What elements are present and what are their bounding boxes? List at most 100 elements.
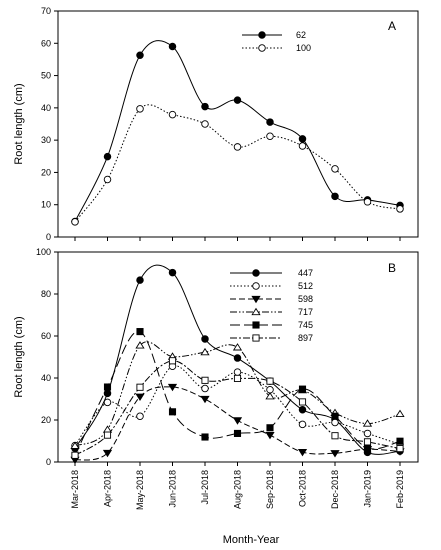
y-tick-label: 70 xyxy=(41,6,51,16)
data-point xyxy=(331,412,339,420)
data-point xyxy=(233,368,242,376)
data-point xyxy=(136,105,144,113)
data-point xyxy=(233,143,242,151)
data-point xyxy=(103,175,112,184)
y-tick-label: 40 xyxy=(41,103,51,113)
series-line xyxy=(74,104,401,223)
x-tick-label: Apr-2018 xyxy=(103,470,113,507)
legend-marker xyxy=(251,295,261,304)
data-point xyxy=(136,276,144,284)
legend-label: 717 xyxy=(298,307,313,317)
x-tick-label: Jan-2019 xyxy=(363,470,373,508)
data-point xyxy=(233,429,242,437)
data-point xyxy=(331,192,339,201)
data-point xyxy=(168,110,177,119)
data-point xyxy=(200,395,210,404)
data-point xyxy=(201,102,209,111)
x-tick-label: Oct-2018 xyxy=(298,470,308,507)
panel-b-chart: 0 20 40 60 80 100 Root length (cm) B Mar-2018 Apr… xyxy=(13,247,419,510)
series-line xyxy=(74,365,401,446)
series-897 xyxy=(71,357,404,459)
data-point xyxy=(168,408,177,416)
x-axis-title: Month-Year xyxy=(223,534,280,546)
data-point xyxy=(396,437,404,445)
legend-marker xyxy=(252,282,260,290)
data-point xyxy=(331,418,339,427)
data-point xyxy=(168,357,177,365)
data-point xyxy=(136,328,144,336)
y-axis-title: Root length (cm) xyxy=(13,316,25,397)
data-point xyxy=(103,152,112,161)
data-point xyxy=(266,118,274,126)
series-line xyxy=(74,40,401,222)
data-point xyxy=(298,385,307,393)
data-point xyxy=(201,433,209,441)
data-point xyxy=(70,441,80,449)
legend-marker xyxy=(252,269,260,277)
x-tick-label: Jul-2018 xyxy=(200,470,210,505)
x-tick-label: Feb-2019 xyxy=(395,470,405,509)
data-point xyxy=(265,432,275,440)
legend-marker xyxy=(252,334,260,342)
data-point xyxy=(167,383,178,392)
data-point xyxy=(135,393,145,401)
data-point xyxy=(266,424,274,432)
data-point xyxy=(265,392,275,400)
series-100 xyxy=(71,104,404,226)
data-point xyxy=(363,438,372,446)
y-tick-label: 40 xyxy=(41,373,51,383)
data-point xyxy=(233,96,242,104)
data-point xyxy=(298,405,307,414)
legend-label: 897 xyxy=(298,333,313,343)
y-tick-label: 60 xyxy=(41,331,51,341)
y-tick-label: 50 xyxy=(41,71,51,81)
data-point xyxy=(363,444,372,452)
data-point xyxy=(102,449,113,458)
data-point xyxy=(395,409,405,418)
data-point xyxy=(396,205,404,213)
series-598 xyxy=(70,383,405,465)
y-tick-label: 100 xyxy=(36,247,51,257)
data-point xyxy=(136,383,144,391)
legend-label: 745 xyxy=(298,320,313,330)
data-point xyxy=(363,198,372,206)
data-point xyxy=(103,398,112,407)
data-point xyxy=(298,398,307,406)
data-point xyxy=(71,451,79,459)
series-line xyxy=(74,331,401,456)
data-point xyxy=(233,374,242,382)
data-point xyxy=(331,165,339,173)
data-point xyxy=(71,218,79,226)
data-point xyxy=(232,343,243,351)
legend-label: 100 xyxy=(296,43,311,53)
data-point xyxy=(200,347,210,356)
data-point xyxy=(233,354,242,362)
data-point xyxy=(201,335,209,343)
data-point xyxy=(201,384,209,393)
x-tick-label: Aug-2018 xyxy=(233,470,243,509)
y-tick-label: 20 xyxy=(41,167,51,177)
y-tick-label: 0 xyxy=(46,232,51,242)
data-point xyxy=(232,417,243,425)
y-tick-label: 0 xyxy=(46,457,51,467)
data-point xyxy=(362,419,373,427)
data-point xyxy=(298,420,307,429)
y-tick-label: 10 xyxy=(41,200,51,210)
data-point xyxy=(201,376,209,384)
series-447 xyxy=(71,264,404,457)
legend-marker xyxy=(252,321,260,329)
panel-letter: B xyxy=(388,261,396,275)
legend-marker xyxy=(258,31,266,39)
data-point xyxy=(103,383,112,391)
x-tick-label: May-2018 xyxy=(135,470,145,510)
y-tick-label: 60 xyxy=(41,38,51,48)
data-point xyxy=(331,432,339,440)
panel-letter: A xyxy=(388,19,396,33)
data-point xyxy=(136,412,144,420)
series-line xyxy=(74,264,401,455)
legend-label: 512 xyxy=(298,281,313,291)
y-tick-label: 30 xyxy=(41,135,51,145)
data-point xyxy=(168,268,177,277)
y-tick-label: 20 xyxy=(41,415,51,425)
